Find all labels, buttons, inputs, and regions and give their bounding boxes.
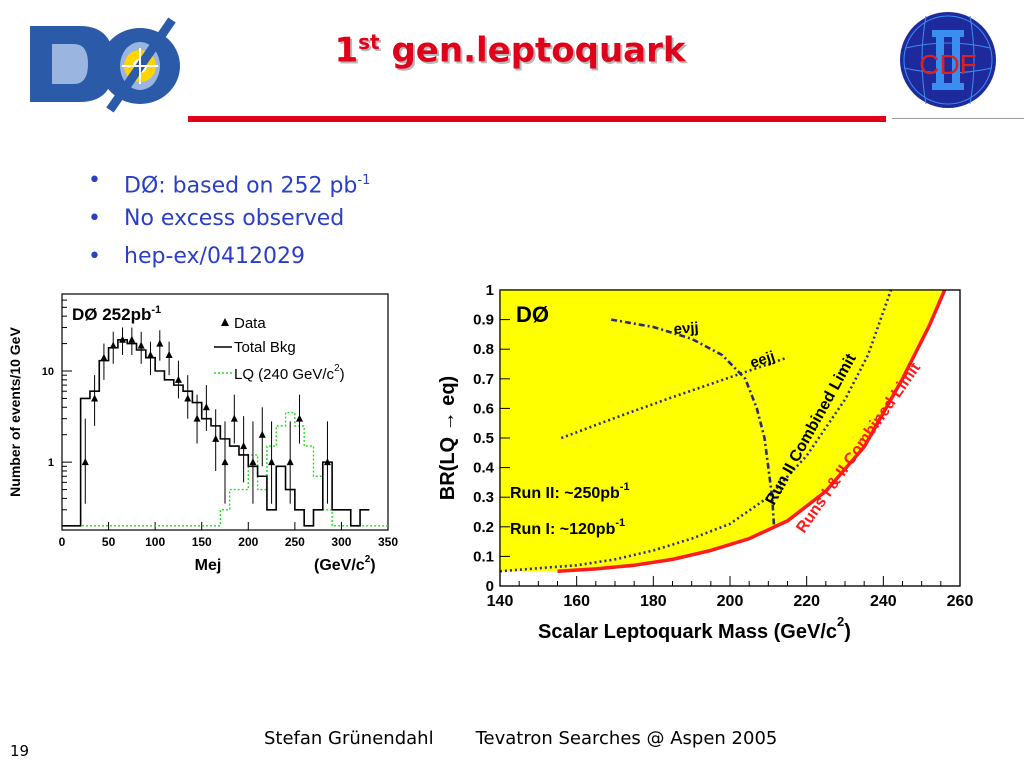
run1-lumi-label: Run I: ~120pb-1 [510, 517, 625, 538]
histogram-xtick-label: 150 [192, 535, 212, 549]
exclusion-ytick-label: 0.4 [473, 460, 495, 477]
data-point [100, 353, 108, 361]
br-exclusion-chart: 140 160 180 200 220 240 260 0 0.1 0.2 0.3 0.4 0.5 0.… [437, 282, 974, 643]
legend-bkg-label: Total Bkg [234, 339, 296, 356]
cdf-logo: CDF [900, 12, 996, 108]
data-point [174, 375, 182, 383]
data-point [165, 350, 173, 358]
data-point [268, 458, 276, 466]
histogram-xunit: (GeV/c2) [314, 554, 376, 574]
exclusion-xtick-label: 220 [793, 593, 820, 610]
footer-author: Stefan Grünendahl [264, 728, 434, 749]
title-underline-thin [892, 118, 1024, 119]
data-point [286, 458, 294, 466]
exclusion-ytick-label: 0.6 [473, 400, 494, 417]
data-point [212, 434, 220, 442]
histogram-xtick-label: 350 [378, 535, 398, 549]
histogram-frame [61, 293, 389, 531]
histogram-title: DØ 252pb-1 [72, 304, 161, 324]
exclusion-xlabel: Scalar Leptoquark Mass (GeV/c2) [538, 614, 851, 643]
exclusion-ytick-label: 0.9 [473, 312, 494, 329]
histogram-ytick-label: 10 [42, 366, 54, 378]
exclusion-ytick-label: 0.3 [473, 489, 494, 506]
run2-lumi-label: Run II: ~250pb-1 [510, 481, 630, 502]
exclusion-xtick-label: 200 [717, 593, 744, 610]
data-point [156, 339, 164, 347]
data-point [221, 458, 229, 466]
mej-histogram-chart: 0 50 100 150 200 250 300 350 1 10 DØ 252pb-1 Dat… [7, 293, 398, 574]
histogram-xtick-label: 100 [145, 535, 165, 549]
dzero-logo: DØ [30, 17, 180, 113]
data-point [230, 414, 238, 422]
exclusion-ytick-label: 0.8 [473, 341, 494, 358]
exclusion-ytick-label: 0.1 [473, 548, 494, 565]
data-point [119, 335, 127, 343]
histogram-xlabel: Mej [195, 557, 222, 574]
data-point [146, 350, 154, 358]
exclusion-ytick-label: 0.7 [473, 371, 494, 388]
data-point [193, 414, 201, 422]
histogram-ylabel: Number of events/10 GeV [7, 327, 23, 497]
data-point [249, 458, 257, 466]
histogram-xtick-label: 0 [59, 535, 66, 549]
series-line [610, 318, 776, 527]
data-point [137, 341, 145, 349]
exclusion-ylabel: BR(LQ → eq) [437, 376, 459, 500]
title-underline [188, 116, 886, 122]
bullet-item: DØ: based on 252 pb-1 [88, 162, 370, 200]
histogram-xtick-label: 200 [238, 535, 258, 549]
cdf-logo-icon [900, 12, 996, 108]
footer-event: Tevatron Searches @ Aspen 2005 [475, 728, 778, 749]
histogram-xtick-label: 300 [331, 535, 351, 549]
data-point [323, 458, 331, 466]
legend-lq-label: LQ (240 GeV/c2) [234, 363, 345, 383]
data-point [258, 430, 266, 438]
data-point [202, 403, 210, 411]
data-point [109, 341, 117, 349]
bullet-list: DØ: based on 252 pb-1 No excess observed… [88, 162, 370, 276]
legend-data-label: Data [234, 315, 266, 332]
data-point [296, 414, 304, 422]
histogram-xtick-label: 50 [102, 535, 116, 549]
exclusion-xtick-label: 240 [870, 593, 897, 610]
exclusion-xtick-label: 160 [563, 593, 590, 610]
data-point [128, 335, 136, 343]
data-point [240, 442, 248, 450]
exclusion-ytick-label: 0.5 [473, 430, 494, 447]
data-point [81, 458, 89, 466]
legend-data-marker [221, 318, 229, 326]
evjj-label: eνjj [673, 319, 699, 338]
bullet-item: No excess observed [88, 200, 370, 238]
exclusion-ytick-label: 0 [486, 578, 494, 595]
excluded-region-fill [500, 290, 945, 572]
exclusion-xtick-label: 140 [487, 593, 514, 610]
exclusion-ytick-label: 0.2 [473, 519, 494, 536]
series-line [499, 289, 893, 573]
exclusion-title: DØ [516, 302, 549, 327]
histogram-xtick-label: 250 [285, 535, 305, 549]
exclusion-xtick-label: 180 [640, 593, 667, 610]
series-line [557, 289, 947, 573]
dzero-logo-icon [30, 17, 180, 113]
page-number: 19 [10, 742, 30, 760]
bullet-item: hep-ex/0412029 [88, 238, 370, 276]
data-point [184, 394, 192, 402]
exclusion-ytick-label: 1 [486, 282, 494, 299]
footer: Stefan Grünendahl Tevatron Searches @ Asp… [264, 728, 819, 749]
slide-title: 1st gen.leptoquark [334, 30, 686, 71]
cdf-logo-text: CDF [919, 49, 977, 80]
data-point [91, 394, 99, 402]
exclusion-xtick-label: 260 [947, 593, 974, 610]
eejj-label: eejj [748, 348, 777, 372]
histogram-ytick-label: 1 [48, 457, 54, 469]
